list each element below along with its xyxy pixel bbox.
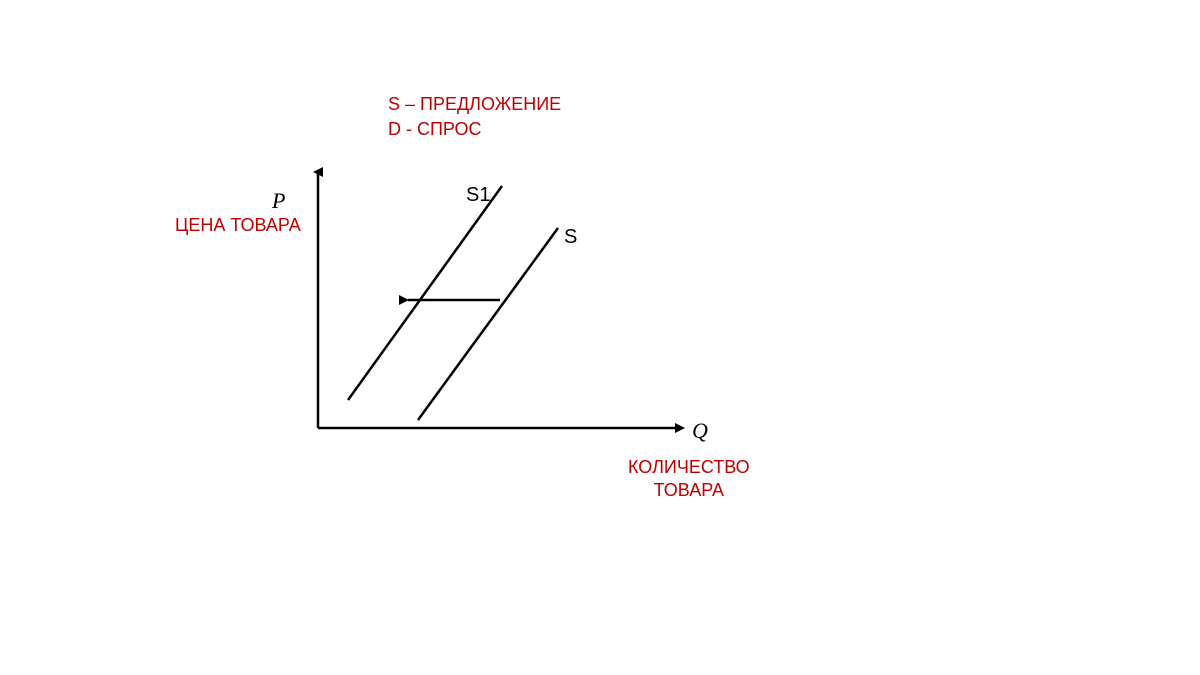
- x-axis-annotation: КОЛИЧЕСТВО ТОВАРА: [628, 456, 750, 503]
- x-annotation-line2: ТОВАРА: [628, 479, 750, 502]
- x-axis-label: Q: [692, 418, 708, 444]
- curve-s1-label: S1: [466, 184, 490, 207]
- curve-s: [418, 228, 558, 420]
- supply-shift-diagram: S – ПРЕДЛОЖЕНИЕ D - СПРОС P Q ЦЕНА ТОВАР…: [0, 0, 1200, 675]
- legend-demand: D - СПРОС: [388, 117, 561, 142]
- x-annotation-line1: КОЛИЧЕСТВО: [628, 456, 750, 479]
- legend-supply: S – ПРЕДЛОЖЕНИЕ: [388, 92, 561, 117]
- legend: S – ПРЕДЛОЖЕНИЕ D - СПРОС: [388, 92, 561, 142]
- curve-s-label: S: [564, 226, 577, 249]
- y-axis-annotation: ЦЕНА ТОВАРА: [175, 214, 301, 237]
- y-axis-label: P: [272, 188, 285, 214]
- diagram-svg: [0, 0, 1200, 675]
- curve-s1: [348, 186, 502, 400]
